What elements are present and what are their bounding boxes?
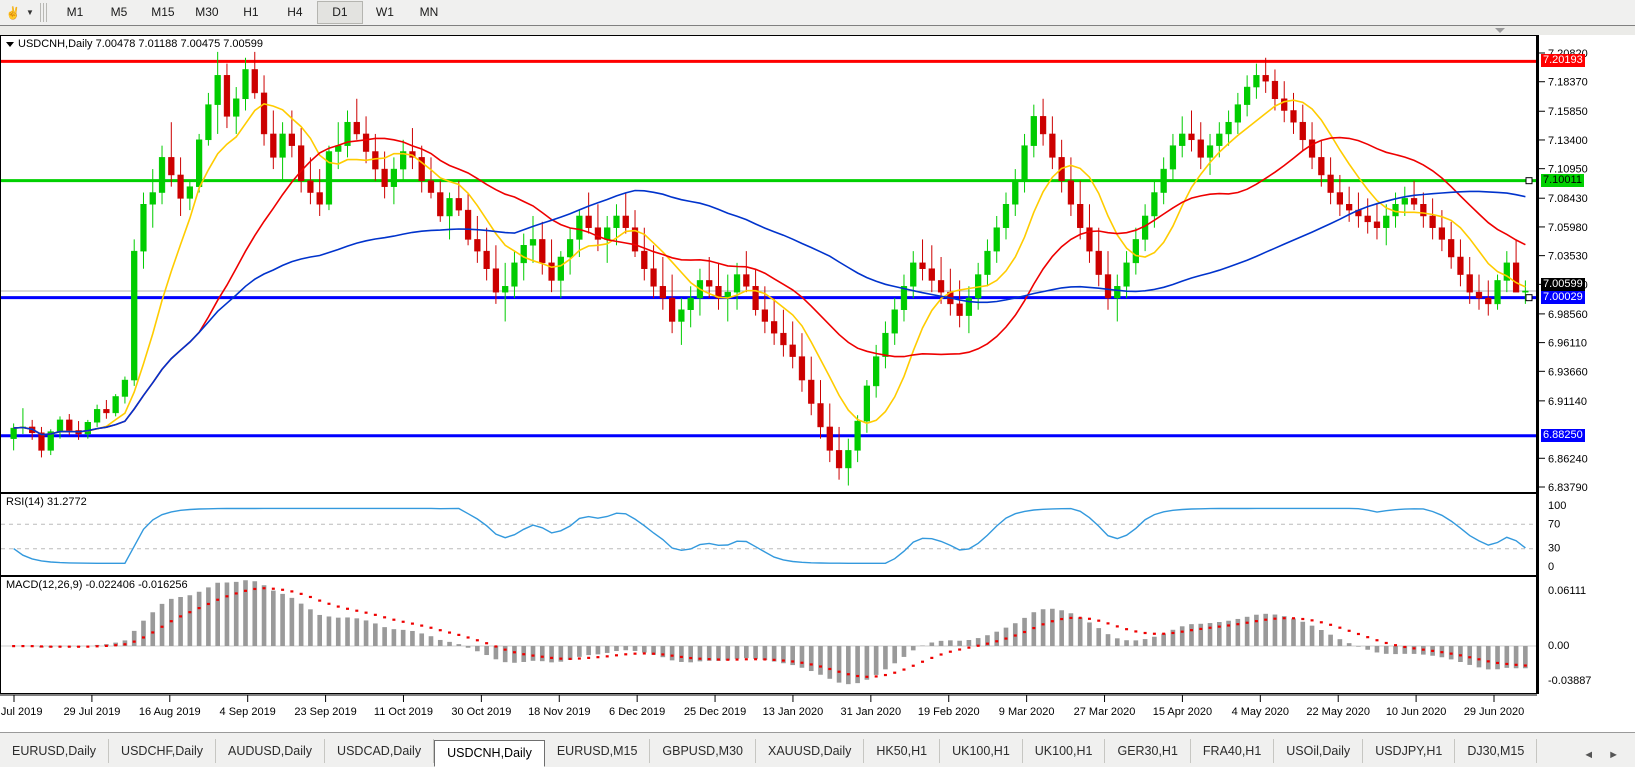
chart-tab-gbpusd-m30[interactable]: GBPUSD,M30 [650, 739, 756, 763]
timeframe-m1[interactable]: M1 [66, 5, 84, 19]
svg-text:18 Nov 2019: 18 Nov 2019 [528, 706, 590, 718]
svg-text:27 Mar 2020: 27 Mar 2020 [1074, 706, 1136, 718]
svg-text:7.10950: 7.10950 [1548, 164, 1588, 176]
macd-panel[interactable]: MACD(12,26,9) -0.022406 -0.016256 [0, 576, 1537, 694]
svg-text:4 Sep 2019: 4 Sep 2019 [220, 706, 276, 718]
svg-text:6.91140: 6.91140 [1548, 396, 1587, 408]
timeframe-m5[interactable]: M5 [110, 5, 128, 19]
chart-tab-dj30-m15[interactable]: DJ30,M15 [1455, 739, 1538, 763]
chart-tab-usdcad-daily[interactable]: USDCAD,Daily [325, 739, 435, 763]
svg-text:7.13400: 7.13400 [1548, 135, 1588, 147]
svg-text:0.06111: 0.06111 [1548, 585, 1586, 597]
rsi-label: RSI(14) 31.2772 [6, 496, 87, 508]
toolbar-grip[interactable] [39, 3, 48, 22]
chart-tab-eurusd-m15[interactable]: EURUSD,M15 [545, 739, 651, 763]
chart-tab-usoil-daily[interactable]: USOil,Daily [1274, 739, 1364, 763]
svg-text:30 Oct 2019: 30 Oct 2019 [451, 706, 511, 718]
svg-text:7.15850: 7.15850 [1548, 106, 1588, 118]
svg-text:100: 100 [1548, 500, 1566, 512]
svg-text:7.08430: 7.08430 [1548, 193, 1588, 205]
price-panel[interactable]: USDCNH,Daily 7.00478 7.01188 7.00475 7.0… [0, 35, 1537, 493]
price-chart-svg [1, 51, 1536, 486]
scroll-marker-icon[interactable] [1495, 28, 1505, 33]
svg-text:11 Oct 2019: 11 Oct 2019 [374, 706, 433, 718]
chart-tab-ger30-h1[interactable]: GER30,H1 [1105, 739, 1191, 763]
chart-tab-uk100-h1[interactable]: UK100,H1 [940, 739, 1023, 763]
chevron-down-icon[interactable] [6, 41, 14, 47]
chart-tab-hk50-h1[interactable]: HK50,H1 [864, 739, 941, 763]
svg-text:29 Jun 2020: 29 Jun 2020 [1464, 706, 1525, 718]
symbol-ohlc-text: USDCNH,Daily 7.00478 7.01188 7.00475 7.0… [18, 38, 264, 50]
chart-tabs[interactable]: EURUSD,Daily USDCHF,Daily AUDUSD,Daily USDC… [0, 733, 1573, 767]
price-tag-last: 7.00599 [1541, 277, 1585, 291]
svg-text:0.00: 0.00 [1548, 640, 1569, 652]
svg-text:6.86240: 6.86240 [1548, 453, 1588, 465]
svg-text:13 Jan 2020: 13 Jan 2020 [763, 706, 824, 718]
svg-text:7.03530: 7.03530 [1548, 251, 1588, 263]
toolbar: ✌ ▼ M1 M5 M15 M30 H1 H4 D1 W1 MN [0, 0, 1635, 26]
svg-text:19 Feb 2020: 19 Feb 2020 [918, 706, 980, 718]
timeframe-d1[interactable]: D1 [316, 1, 363, 24]
price-tag-resistance[interactable]: 7.20193 [1541, 54, 1585, 68]
timeframe-h4[interactable]: H4 [287, 5, 303, 19]
svg-text:15 Apr 2020: 15 Apr 2020 [1153, 706, 1212, 718]
timeframe-m30[interactable]: M30 [195, 5, 219, 19]
chart-window: USDCNH,Daily 7.00478 7.01188 7.00475 7.0… [0, 25, 1635, 733]
chart-tab-uk100-h1[interactable]: UK100,H1 [1023, 739, 1106, 763]
price-axis[interactable]: 7.208207.183707.158507.134007.109507.084… [1537, 35, 1635, 733]
rsi-panel[interactable]: RSI(14) 31.2772 [0, 493, 1537, 576]
chevron-down-icon[interactable]: ▼ [26, 8, 34, 17]
chart-header-label: USDCNH,Daily 7.00478 7.01188 7.00475 7.0… [6, 38, 263, 50]
chart-tab-eurusd-daily[interactable]: EURUSD,Daily [0, 739, 110, 763]
tab-next-icon[interactable]: ► [1608, 749, 1619, 761]
tab-navigation: ◄ ► [1573, 749, 1635, 767]
timeframe-mn[interactable]: MN [419, 5, 439, 19]
chart-tab-usdjpy-h1[interactable]: USDJPY,H1 [1363, 739, 1456, 763]
svg-text:70: 70 [1548, 518, 1560, 530]
chart-tab-usdcnh-daily[interactable]: USDCNH,Daily [434, 740, 545, 767]
svg-text:31 Jan 2020: 31 Jan 2020 [841, 706, 902, 718]
svg-text:10 Jul 2019: 10 Jul 2019 [0, 706, 42, 718]
price-tag-support[interactable]: 7.00029 [1541, 290, 1585, 304]
chart-tab-audusd-daily[interactable]: AUDUSD,Daily [216, 739, 326, 763]
svg-text:6.98560: 6.98560 [1548, 309, 1588, 321]
svg-text:7.05980: 7.05980 [1548, 222, 1588, 234]
chart-tab-bar: EURUSD,Daily USDCHF,Daily AUDUSD,Daily USDC… [0, 732, 1635, 767]
plot-area[interactable]: USDCNH,Daily 7.00478 7.01188 7.00475 7.0… [0, 35, 1635, 733]
svg-text:25 Dec 2019: 25 Dec 2019 [684, 706, 746, 718]
rsi-chart-svg [1, 507, 1536, 564]
chart-tab-xauusd-daily[interactable]: XAUUSD,Daily [756, 739, 865, 763]
svg-text:9 Mar 2020: 9 Mar 2020 [999, 706, 1055, 718]
svg-text:10 Jun 2020: 10 Jun 2020 [1386, 706, 1447, 718]
timeframe-h1[interactable]: H1 [243, 5, 259, 19]
svg-text:23 Sep 2019: 23 Sep 2019 [294, 706, 356, 718]
macd-label: MACD(12,26,9) -0.022406 -0.016256 [6, 579, 188, 591]
svg-text:4 May 2020: 4 May 2020 [1232, 706, 1289, 718]
svg-text:0: 0 [1548, 561, 1554, 573]
axis-vertical-line [1537, 35, 1539, 694]
svg-text:-0.03887: -0.03887 [1548, 675, 1591, 687]
price-tag-mid[interactable]: 7.10011 [1541, 173, 1584, 187]
svg-text:6.93660: 6.93660 [1548, 366, 1588, 378]
svg-text:6.83790: 6.83790 [1548, 482, 1588, 494]
svg-text:29 Jul 2019: 29 Jul 2019 [63, 706, 120, 718]
timeframe-w1[interactable]: W1 [375, 5, 394, 19]
svg-text:22 May 2020: 22 May 2020 [1306, 706, 1370, 718]
tab-prev-icon[interactable]: ◄ [1583, 749, 1595, 761]
timeframe-m15[interactable]: M15 [151, 5, 175, 19]
date-axis: 10 Jul 2019 29 Jul 2019 16 Aug 2019 4 Sep 2… [0, 694, 1537, 733]
svg-text:6 Dec 2019: 6 Dec 2019 [609, 706, 665, 718]
price-tag-support2[interactable]: 6.88250 [1541, 428, 1585, 442]
svg-text:16 Aug 2019: 16 Aug 2019 [139, 706, 201, 718]
chart-tab-usdchf-daily[interactable]: USDCHF,Daily [109, 739, 216, 763]
svg-text:30: 30 [1548, 543, 1560, 555]
chart-tab-fra40-h1[interactable]: FRA40,H1 [1191, 739, 1275, 763]
macd-chart-svg [1, 580, 1536, 685]
svg-text:6.96110: 6.96110 [1548, 338, 1587, 350]
svg-text:7.18370: 7.18370 [1548, 77, 1588, 89]
crosshair-icon[interactable]: ✌ [5, 5, 21, 20]
